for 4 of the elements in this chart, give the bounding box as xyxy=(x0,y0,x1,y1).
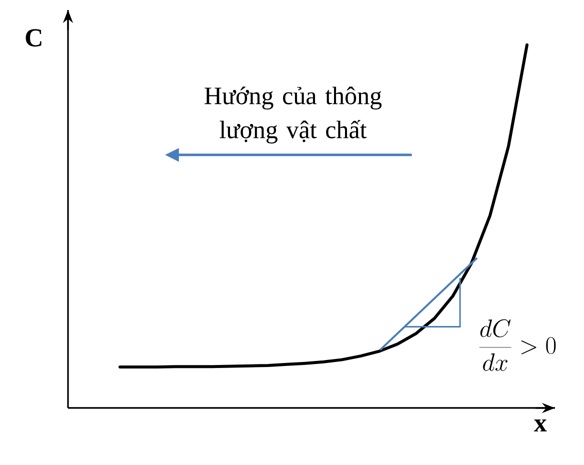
x-axis-title: x xyxy=(534,419,547,432)
annotation: Hướng của thông lượng vật chất xyxy=(204,86,382,144)
y-axis-title: C xyxy=(26,29,42,47)
annotation: $\frac{dC}{dx} > 0$ xyxy=(479,319,556,371)
